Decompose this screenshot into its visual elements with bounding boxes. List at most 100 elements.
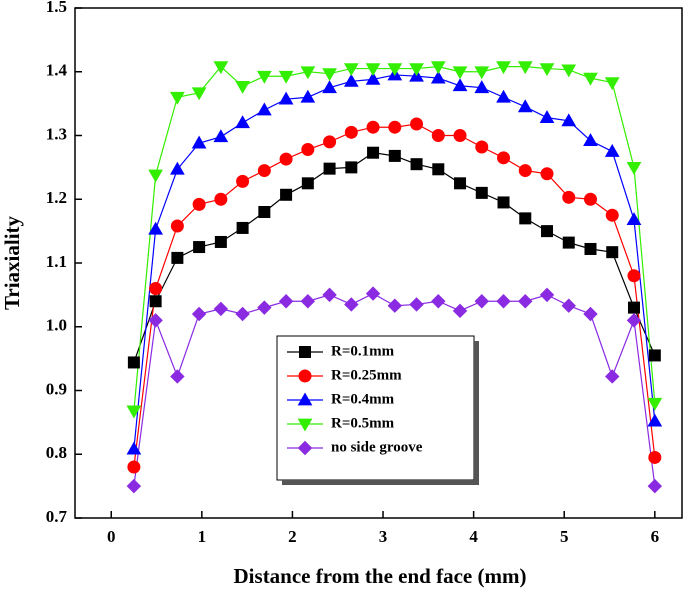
- marker: [191, 87, 207, 101]
- marker: [191, 306, 207, 322]
- legend-label: R=0.4mm: [331, 391, 395, 407]
- marker: [583, 306, 598, 322]
- marker: [452, 303, 468, 319]
- x-axis-label: Distance from the end face (mm): [234, 564, 527, 588]
- marker: [280, 188, 293, 201]
- marker: [344, 297, 359, 312]
- marker: [627, 269, 641, 283]
- marker: [127, 460, 141, 474]
- marker: [647, 413, 663, 427]
- marker: [299, 346, 311, 358]
- marker: [236, 221, 249, 234]
- marker: [279, 152, 293, 166]
- marker: [605, 208, 619, 222]
- marker: [474, 66, 490, 80]
- marker: [301, 177, 314, 190]
- y-tick-label: 1.5: [46, 0, 67, 16]
- marker: [430, 61, 446, 75]
- marker: [410, 158, 423, 171]
- marker: [409, 63, 424, 77]
- legend: R=0.1mm R=0.25mm R=0.4mm R=0.5mm no side gro…: [276, 335, 479, 485]
- marker: [278, 294, 294, 309]
- marker: [192, 197, 206, 211]
- marker: [127, 356, 140, 369]
- marker: [452, 78, 468, 92]
- marker: [584, 242, 597, 255]
- marker: [297, 392, 313, 406]
- x-tick-label: 5: [560, 527, 569, 546]
- marker: [257, 164, 271, 178]
- marker: [126, 441, 142, 455]
- marker: [561, 113, 577, 127]
- marker: [171, 251, 184, 264]
- marker: [518, 164, 532, 178]
- marker: [323, 162, 336, 175]
- marker: [367, 146, 380, 159]
- marker: [604, 143, 620, 157]
- marker: [322, 287, 337, 303]
- marker: [475, 186, 488, 199]
- marker: [149, 295, 162, 308]
- legend-shadow: [474, 341, 479, 485]
- marker: [387, 298, 403, 313]
- marker: [539, 287, 555, 303]
- marker: [539, 110, 555, 124]
- y-axis-label: Triaxiality: [0, 215, 24, 310]
- marker: [170, 91, 185, 105]
- x-tick-label: 6: [651, 527, 660, 546]
- marker: [235, 115, 250, 129]
- marker: [583, 192, 597, 206]
- legend-label: no side groove: [331, 439, 423, 455]
- marker: [474, 294, 489, 309]
- marker: [322, 68, 337, 82]
- x-tick-label: 4: [469, 527, 478, 546]
- x-tick-label: 0: [107, 527, 116, 546]
- marker: [213, 301, 229, 317]
- marker: [453, 129, 467, 142]
- marker: [343, 63, 359, 77]
- marker: [236, 174, 250, 188]
- marker: [647, 478, 663, 494]
- x-tick-label: 2: [288, 527, 297, 546]
- marker: [626, 162, 642, 175]
- y-tick-label: 1.0: [46, 316, 67, 335]
- marker: [365, 71, 381, 85]
- marker: [300, 89, 316, 103]
- marker: [431, 129, 445, 142]
- x-tick-label: 1: [198, 527, 207, 546]
- marker: [648, 450, 662, 464]
- marker: [344, 125, 358, 139]
- marker: [278, 70, 294, 84]
- legend-label: R=0.25mm: [331, 367, 402, 383]
- marker: [149, 282, 163, 295]
- marker: [170, 161, 185, 175]
- marker: [496, 61, 511, 75]
- marker: [561, 64, 577, 78]
- marker: [627, 301, 640, 314]
- marker: [432, 163, 445, 176]
- marker: [454, 177, 467, 190]
- y-tick-label: 1.2: [46, 188, 67, 207]
- marker: [235, 81, 250, 94]
- legend-label: R=0.1mm: [331, 343, 395, 359]
- marker: [256, 102, 272, 116]
- marker: [474, 80, 490, 94]
- marker: [126, 405, 142, 419]
- marker: [540, 167, 554, 181]
- legend-shadow: [282, 480, 479, 485]
- marker: [322, 80, 337, 94]
- marker: [562, 190, 576, 204]
- marker: [298, 369, 312, 383]
- marker: [606, 246, 619, 259]
- marker: [193, 241, 206, 254]
- marker: [541, 225, 554, 238]
- y-tick-label: 0.7: [46, 507, 68, 526]
- marker: [170, 369, 185, 384]
- marker: [365, 286, 381, 301]
- marker: [452, 66, 468, 80]
- marker: [561, 298, 576, 313]
- marker: [517, 99, 533, 113]
- marker: [258, 206, 271, 218]
- marker: [605, 369, 620, 384]
